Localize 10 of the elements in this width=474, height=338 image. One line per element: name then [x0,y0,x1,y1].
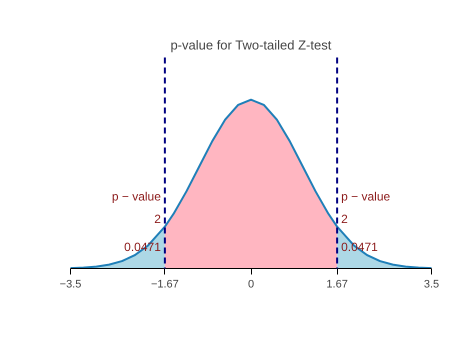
annotation: 2 [341,212,348,226]
x-tick-label: 3.5 [424,278,440,290]
annotation: 2 [154,212,162,226]
x-tick-label: 1.67 [326,278,348,290]
annotation: p − value [112,190,162,204]
x-tick-label: −3.5 [60,278,82,290]
chart-title: p-value for Two-tailed Z-test [170,38,332,52]
x-tick-label: 0 [248,278,254,290]
x-tick-label: −1.67 [150,278,179,290]
annotation: p − value [341,190,390,204]
